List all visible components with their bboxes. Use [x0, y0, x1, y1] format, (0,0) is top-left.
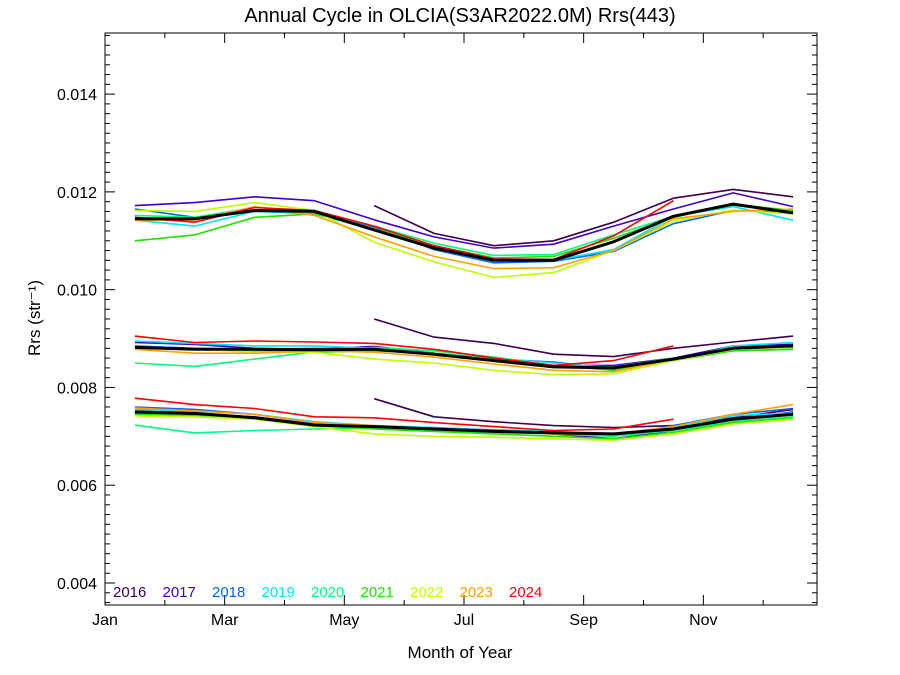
data-lines	[134, 188, 794, 442]
x-tick-label: Nov	[689, 612, 717, 629]
legend-item-2023: 2023	[460, 584, 493, 601]
series-2022-upper-line	[134, 201, 794, 279]
chart-title: Annual Cycle in OLCIA(S3AR2022.0M) Rrs(4…	[244, 5, 675, 27]
y-tick-label: 0.004	[57, 576, 97, 593]
x-axis-title: Month of Year	[408, 643, 513, 662]
x-tick-label: Jul	[454, 612, 474, 629]
series-2024-lower-line	[134, 397, 674, 432]
legend-item-2021: 2021	[361, 584, 394, 601]
y-tick-label: 0.012	[57, 185, 97, 202]
y-axis-title: Rrs (str⁻¹)	[25, 280, 44, 356]
series-2024-middle-line	[134, 335, 674, 367]
series-2022-lower-line	[134, 415, 794, 442]
mean-middle-line	[134, 344, 794, 370]
series-2023-upper-line	[134, 205, 794, 270]
series-2024-upper-line	[134, 200, 674, 261]
x-tick-label: Mar	[211, 612, 239, 629]
legend-item-2016: 2016	[113, 584, 146, 601]
mean-upper-line	[134, 202, 794, 262]
y-tick-label: 0.006	[57, 478, 97, 495]
legend-item-2019: 2019	[262, 584, 295, 601]
x-tick-label: Jan	[92, 612, 118, 629]
legend: 2016 2017 2018 2019 2020 2021 2022 2023 2024	[113, 584, 542, 601]
y-tick-label: 0.008	[57, 380, 97, 397]
plot-frame	[104, 32, 818, 606]
legend-item-2018: 2018	[212, 584, 245, 601]
series-2017-upper-line	[134, 192, 794, 249]
series-2016-lower-line	[373, 397, 794, 429]
x-tick-label: Sep	[569, 612, 598, 629]
y-tick-label: 0.010	[57, 283, 97, 300]
legend-item-2017: 2017	[163, 584, 196, 601]
x-tick-label: May	[329, 612, 359, 629]
legend-item-2024: 2024	[509, 584, 542, 601]
series-2016-upper-line	[373, 188, 794, 247]
mean-lower-line	[134, 410, 794, 436]
series-2016-middle-line	[373, 318, 794, 358]
legend-item-2022: 2022	[410, 584, 443, 601]
axes: 0.004 0.006 0.008 0.010 0.012 0.014 Jan Mar May J…	[57, 32, 818, 629]
legend-item-2020: 2020	[311, 584, 344, 601]
y-tick-label: 0.014	[57, 87, 97, 104]
